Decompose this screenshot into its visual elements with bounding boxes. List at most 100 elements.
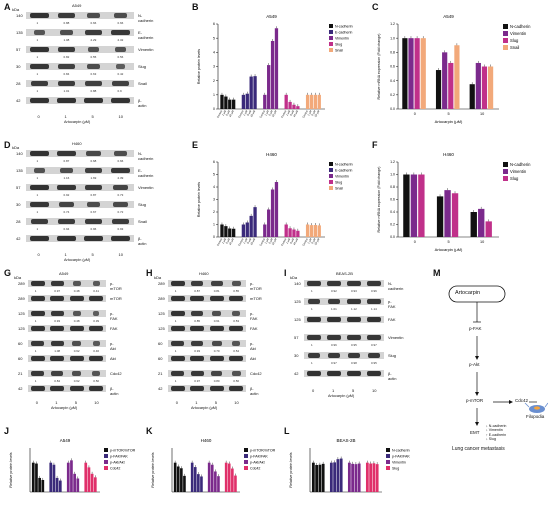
kda-value: 60 (18, 341, 23, 346)
blot-band (229, 356, 244, 361)
blot-band (209, 386, 224, 391)
x-tick-label: 10 μM (249, 110, 256, 118)
marker-label: Slug (138, 202, 147, 207)
bar (234, 475, 237, 492)
bar (241, 224, 246, 237)
legend-label: p-mTOR/mTOR (250, 449, 276, 453)
x-tick-label: 10 μM (249, 238, 256, 246)
x-tick-label: 5 μM (289, 110, 295, 117)
blot-strip (26, 63, 134, 70)
bar (66, 462, 70, 492)
quant-value: 0.55 (233, 288, 240, 293)
y-tick-label: 1 (213, 93, 215, 97)
blot-band (366, 371, 382, 376)
legend-label: Slug (510, 176, 519, 181)
blot-band (232, 341, 241, 346)
emt-node: EMT (470, 430, 480, 435)
blot-band (30, 386, 45, 391)
emt-marker: ↓ Vimentin (486, 428, 503, 433)
x-tick-label: Control (237, 237, 245, 247)
marker-label: Vimentin (138, 185, 154, 190)
legend-swatch (329, 168, 333, 172)
x-tick-label: 1 μM (242, 238, 248, 245)
marker-label: p-Akt (250, 341, 256, 351)
quant-value: 0.41 (93, 288, 100, 293)
bar (311, 462, 315, 492)
x-tick-label: 0 (414, 112, 416, 116)
quant-value: 0.97 (331, 360, 337, 365)
kda-value: 42 (158, 386, 163, 391)
legend-label: Snail (510, 45, 519, 50)
bar (70, 460, 73, 492)
quant-value: 0.96 (331, 342, 337, 347)
quant-value: 2.29 (90, 37, 97, 42)
y-axis-label: Relative protein levels (197, 49, 201, 84)
blot-xlabel: Artocarpin (μM) (191, 406, 218, 410)
blot-band (190, 356, 205, 361)
blot-band (190, 296, 205, 301)
bar (35, 463, 38, 492)
bar (220, 94, 224, 109)
blot-strip (26, 29, 134, 36)
marker-label: E-cadherin (138, 168, 154, 178)
bar (245, 93, 249, 109)
bar (369, 463, 373, 492)
blot-strip (28, 370, 106, 377)
dose-label: 5 (214, 400, 217, 405)
bar (224, 226, 228, 237)
bar (403, 174, 410, 237)
bar (444, 190, 451, 237)
quant-value: 1 (36, 192, 39, 197)
x-tick-label: 1 μM (263, 238, 269, 245)
quant-value: 0.74 (63, 209, 70, 214)
bar (76, 478, 80, 492)
marker-label: Akt (250, 356, 256, 361)
blot-strip (28, 325, 106, 332)
bar (469, 84, 475, 109)
bar (451, 193, 459, 237)
kda-value: 140 (16, 151, 23, 156)
blot-band (229, 296, 244, 301)
x-tick-label: 1 μM (242, 110, 248, 117)
blot-strip (26, 201, 134, 208)
kda-value: 135 (16, 168, 23, 173)
quant-value: 0.94 (63, 226, 70, 231)
x-tick-label: 10 μM (228, 238, 235, 246)
kda-value: 28 (16, 81, 21, 86)
blot-band (69, 386, 84, 391)
legend-label: N-cadherin (510, 162, 531, 167)
bar (270, 189, 275, 237)
y-tick-label: 2 (213, 79, 215, 83)
y-tick-label: 5 (213, 36, 215, 40)
blot-band (29, 98, 50, 103)
quant-value: 0.87 (63, 158, 70, 163)
blot-band (86, 151, 101, 156)
dose-label: 10 (234, 400, 239, 405)
blot-band (191, 341, 204, 346)
y-tick-label: 0.0 (390, 235, 395, 239)
blot-title: BEAS-2B (336, 271, 353, 276)
legend-swatch (503, 169, 508, 174)
kda-value: 125 (294, 299, 301, 304)
x-tick-label: Control (280, 237, 288, 247)
bar (190, 462, 194, 492)
blot-band (93, 311, 100, 316)
blot-band (346, 317, 362, 322)
blot-band (171, 341, 185, 346)
blot-strip (26, 167, 134, 174)
kda-value: 57 (16, 47, 21, 52)
kda-value: 30 (16, 64, 21, 69)
quant-value: 1 (36, 88, 39, 93)
bar (207, 462, 211, 492)
bar (365, 462, 369, 492)
bar (231, 468, 234, 492)
marker-label: E-cadherin (138, 30, 154, 40)
dose-label: 10 (118, 114, 123, 119)
blot-title: A549 (72, 3, 82, 8)
y-tick-label: 0.6 (390, 65, 395, 69)
blot-strip (28, 355, 106, 362)
blot-xlabel: Artocarpin (μM) (51, 406, 78, 410)
blot-band (50, 356, 65, 361)
blot-band (190, 386, 205, 391)
blot-title: A549 (59, 271, 69, 276)
